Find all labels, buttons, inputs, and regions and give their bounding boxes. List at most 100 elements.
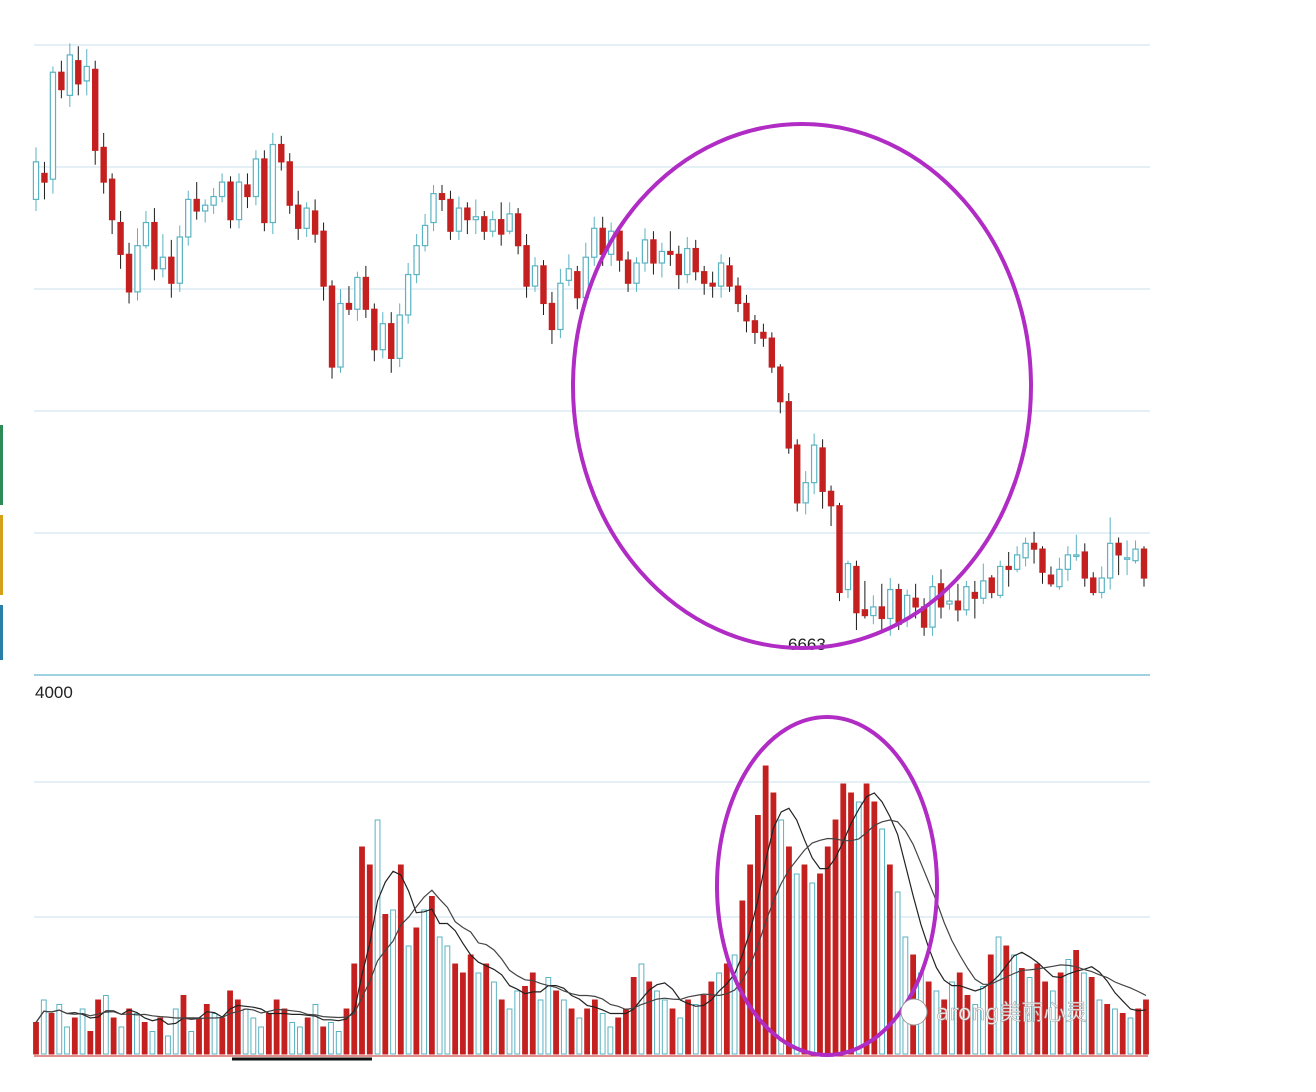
- candle-body: [388, 323, 395, 359]
- candle: [1090, 572, 1097, 596]
- volume-bar: [1096, 999, 1103, 1055]
- volume-bar: [972, 1004, 979, 1055]
- volume-bar: [1143, 999, 1149, 1055]
- candle-body: [726, 265, 733, 287]
- volume-bar: [754, 815, 761, 1055]
- candle-body: [371, 308, 378, 351]
- candle-body: [633, 262, 640, 284]
- volume-bar: [374, 819, 381, 1055]
- candle: [591, 216, 598, 266]
- candle-body: [887, 588, 894, 620]
- volume-bar: [172, 1008, 179, 1055]
- volume-bar: [793, 873, 800, 1055]
- candle-body: [523, 245, 530, 287]
- candle-body: [1056, 568, 1063, 588]
- candle: [201, 199, 209, 223]
- volume-bar: [809, 882, 816, 1055]
- candle-body: [700, 271, 708, 284]
- candle-body: [227, 181, 234, 221]
- candle: [785, 393, 792, 454]
- candle-body: [1039, 548, 1046, 573]
- volume-bar: [933, 990, 940, 1055]
- volume-bar: [126, 1008, 133, 1055]
- volume-bar: [48, 1013, 55, 1055]
- candle-body: [58, 71, 65, 91]
- candle: [878, 583, 886, 631]
- candle-body: [438, 193, 446, 201]
- volume-bar: [335, 1031, 342, 1055]
- candle: [997, 560, 1004, 599]
- candle: [303, 202, 310, 237]
- candle-body: [616, 230, 623, 261]
- volume-moving-averages: [35, 792, 1147, 1025]
- candle-body: [1090, 577, 1097, 594]
- candle-body: [1132, 548, 1139, 562]
- candle: [455, 196, 463, 240]
- volume-bar: [855, 801, 862, 1055]
- volume-bar-series: [33, 765, 1149, 1055]
- candle-body: [345, 302, 353, 310]
- candle: [717, 254, 725, 298]
- volume-bar: [591, 999, 598, 1055]
- candle: [624, 251, 632, 292]
- candle-body: [117, 221, 124, 255]
- volume-bar: [475, 972, 482, 1055]
- wechat-icon: [900, 998, 928, 1026]
- volume-bar: [607, 1026, 614, 1055]
- candle-body: [1140, 548, 1148, 579]
- volume-bar: [320, 1026, 327, 1055]
- candle-body: [870, 606, 877, 617]
- candle: [66, 43, 74, 107]
- candle-body: [861, 609, 869, 617]
- candle: [320, 222, 327, 301]
- candle: [489, 210, 496, 237]
- candle-body: [734, 285, 742, 305]
- volume-bar: [56, 1004, 63, 1055]
- candle: [337, 289, 344, 373]
- volume-bar: [700, 995, 707, 1055]
- candle-body: [201, 204, 209, 212]
- volume-bar: [436, 936, 443, 1055]
- candle-body: [514, 213, 522, 247]
- candle: [616, 225, 623, 272]
- candle-body: [574, 271, 581, 299]
- candle: [700, 265, 708, 295]
- candle: [168, 239, 175, 298]
- volume-bar: [1112, 1008, 1118, 1055]
- volume-bar: [956, 972, 963, 1055]
- volume-bar: [560, 999, 567, 1055]
- candle-body: [1073, 554, 1080, 557]
- volume-ma-line: [35, 819, 1147, 1023]
- candle: [861, 580, 869, 619]
- candle: [404, 263, 412, 324]
- candle: [971, 580, 979, 619]
- candle: [438, 184, 446, 211]
- candle-body: [1115, 542, 1122, 556]
- volume-axis-top-label: 4000: [35, 683, 73, 702]
- candle-body: [794, 444, 801, 504]
- candle-body: [430, 193, 437, 224]
- watermark-text: arong美丽心灵: [936, 1001, 1087, 1026]
- volume-bar: [623, 1008, 629, 1055]
- candle-body: [1064, 554, 1072, 570]
- candle: [819, 439, 826, 509]
- volume-bar: [871, 801, 878, 1055]
- candle: [743, 294, 750, 333]
- volume-bar: [460, 972, 466, 1055]
- volume-bar: [234, 999, 241, 1055]
- volume-bar: [584, 1008, 591, 1055]
- candle-body: [988, 577, 995, 594]
- candle-body: [210, 195, 217, 206]
- volume-bar: [654, 990, 660, 1055]
- volume-grid: [34, 781, 1150, 918]
- candle: [185, 190, 192, 246]
- candle-body: [447, 198, 454, 232]
- candle: [760, 323, 767, 347]
- volume-bar: [995, 936, 1002, 1055]
- candle: [836, 502, 843, 602]
- volume-bar: [1081, 972, 1087, 1055]
- volume-bar: [491, 981, 497, 1055]
- volume-bar: [203, 1004, 210, 1055]
- volume-bar: [879, 828, 885, 1055]
- volume-bar: [211, 1013, 218, 1055]
